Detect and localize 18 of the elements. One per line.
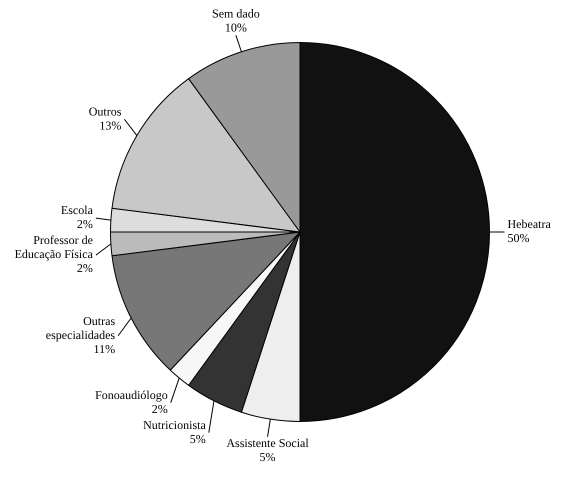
data-label: 50%: [508, 231, 530, 246]
data-label: 2%: [76, 261, 93, 276]
slice-label: Nutricionista: [143, 418, 206, 432]
slice-label: Escola: [60, 203, 94, 218]
slice-label: Outros: [88, 104, 122, 118]
data-label: 5%: [190, 432, 206, 446]
data-label: 2%: [152, 402, 168, 416]
data-label: 5%: [260, 450, 276, 464]
slice-label: Sem dado: [212, 6, 260, 20]
data-label: 10%: [224, 20, 247, 34]
slice-label: Assistente Social: [226, 436, 310, 450]
data-label: 13%: [99, 118, 122, 132]
data-label: 2%: [76, 217, 93, 232]
slice-label: Professor de Educação Física: [14, 233, 94, 262]
data-label: 11%: [94, 342, 116, 356]
slice-label: Outras especialidades: [46, 314, 116, 342]
slice-label: Hebeatra: [508, 217, 552, 232]
slice-label: Fonoaudiólogo: [95, 388, 168, 402]
